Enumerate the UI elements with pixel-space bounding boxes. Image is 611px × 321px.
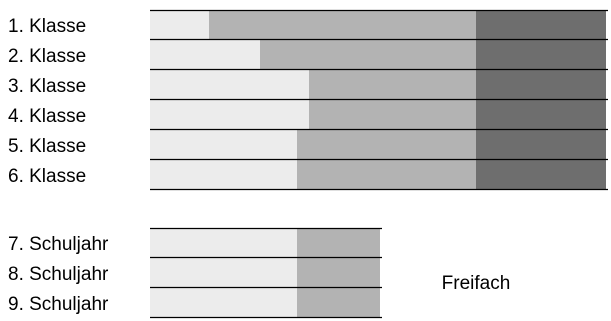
bar-1-klasse-mid-segment — [209, 10, 476, 40]
bar-6-klasse-light-segment — [150, 160, 297, 190]
freifach-annotation: Freifach — [442, 273, 511, 294]
chart-row-labels: 1. Klasse 2. Klasse 3. Klasse 4. Klasse 5. K… — [8, 16, 109, 315]
chart-bars — [150, 10, 606, 318]
bar-3-klasse-light-segment — [150, 70, 309, 100]
bar-1-klasse-dark-segment — [476, 10, 606, 40]
bar-7-schuljahr-light-segment — [150, 228, 297, 258]
bar-6-klasse-mid-segment — [297, 160, 476, 190]
bar-1-klasse-light-segment — [150, 10, 209, 40]
bar-4-klasse-dark-segment — [476, 100, 606, 130]
row-label-5-klasse: 5. Klasse — [8, 136, 86, 157]
bar-5-klasse-light-segment — [150, 130, 297, 160]
bar-6-klasse-dark-segment — [476, 160, 606, 190]
row-label-9-schuljahr: 9. Schuljahr — [8, 294, 109, 315]
bar-2-klasse-mid-segment — [260, 40, 476, 70]
bar-4-klasse-light-segment — [150, 100, 309, 130]
bar-7-schuljahr-mid-segment — [297, 228, 380, 258]
row-label-8-schuljahr: 8. Schuljahr — [8, 264, 109, 285]
bar-9-schuljahr-light-segment — [150, 288, 297, 318]
bar-8-schuljahr-mid-segment — [297, 258, 380, 288]
row-label-7-schuljahr: 7. Schuljahr — [8, 234, 109, 255]
row-label-3-klasse: 3. Klasse — [8, 76, 86, 97]
bar-9-schuljahr-mid-segment — [297, 288, 380, 318]
bar-2-klasse-dark-segment — [476, 40, 606, 70]
row-label-1-klasse: 1. Klasse — [8, 16, 86, 37]
bar-4-klasse-mid-segment — [309, 100, 476, 130]
bar-3-klasse-dark-segment — [476, 70, 606, 100]
row-label-2-klasse: 2. Klasse — [8, 46, 86, 67]
bar-8-schuljahr-light-segment — [150, 258, 297, 288]
bar-2-klasse-light-segment — [150, 40, 260, 70]
bar-5-klasse-mid-segment — [297, 130, 476, 160]
bar-3-klasse-mid-segment — [309, 70, 476, 100]
bar-5-klasse-dark-segment — [476, 130, 606, 160]
row-label-4-klasse: 4. Klasse — [8, 106, 86, 127]
chart-separator-lines — [150, 9, 608, 319]
row-label-6-klasse: 6. Klasse — [8, 166, 86, 187]
